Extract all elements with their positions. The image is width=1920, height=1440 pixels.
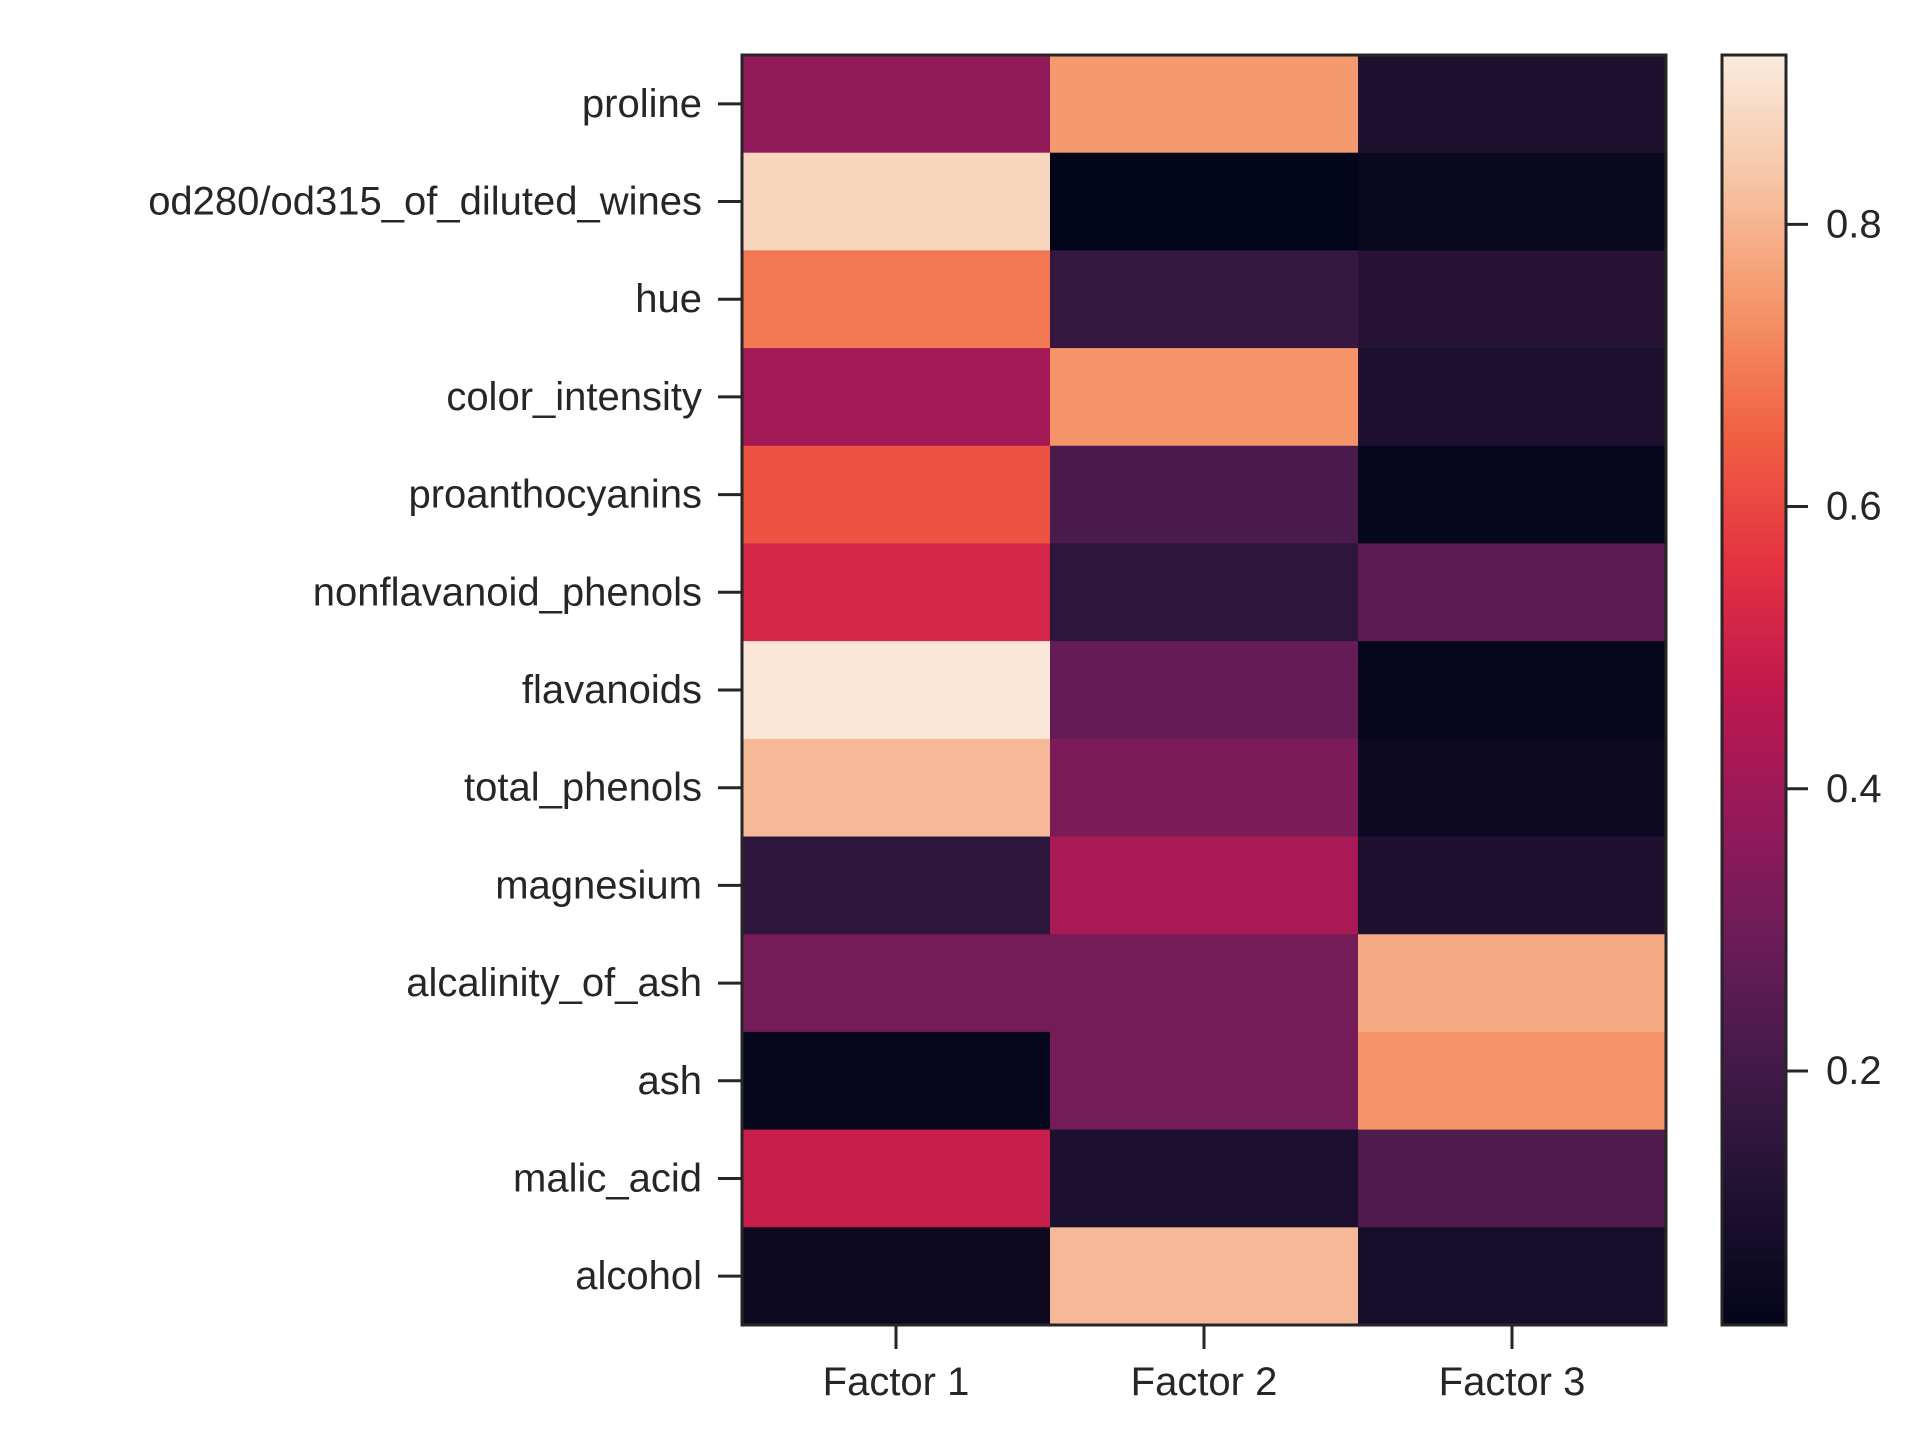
- x-tick-label: Factor 2: [1131, 1360, 1278, 1404]
- heatmap-cell: [1358, 1227, 1667, 1326]
- heatmap-cell: [1358, 250, 1667, 349]
- y-tick-label: nonflavanoid_phenols: [313, 570, 702, 614]
- y-tick-label: malic_acid: [513, 1156, 702, 1200]
- colorbar-tick-label: 0.4: [1826, 767, 1882, 811]
- heatmap-cells: [742, 55, 1667, 1326]
- heatmap-cell: [742, 445, 1051, 545]
- y-tick-label: alcalinity_of_ash: [406, 961, 702, 1005]
- x-tick-label: Factor 1: [823, 1360, 970, 1404]
- heatmap-cell: [742, 934, 1051, 1033]
- heatmap-cell: [742, 348, 1051, 447]
- y-tick-label: od280/od315_of_diluted_wines: [148, 180, 702, 224]
- heatmap-cell: [1050, 445, 1359, 545]
- heatmap-cell: [1050, 348, 1359, 447]
- heatmap-cell: [742, 55, 1051, 154]
- heatmap-cell: [742, 738, 1051, 838]
- y-tick-label: magnesium: [495, 863, 702, 907]
- heatmap-cell: [1050, 641, 1359, 740]
- heatmap-cell: [1050, 250, 1359, 349]
- heatmap-cell: [1050, 543, 1359, 642]
- heatmap-cell: [1050, 934, 1359, 1033]
- y-tick-label: hue: [635, 277, 702, 321]
- heatmap-cell: [742, 1129, 1051, 1228]
- colorbar-tick-label: 0.2: [1826, 1049, 1882, 1093]
- heatmap-cell: [1050, 1227, 1359, 1326]
- heatmap-cell: [1050, 1129, 1359, 1228]
- heatmap-cell: [742, 250, 1051, 349]
- heatmap-cell: [1050, 836, 1359, 935]
- heatmap-cell: [742, 543, 1051, 642]
- heatmap-cell: [742, 1227, 1051, 1326]
- heatmap-cell: [742, 641, 1051, 740]
- heatmap-cell: [742, 836, 1051, 935]
- heatmap-cell: [1358, 445, 1667, 545]
- heatmap-cell: [1358, 348, 1667, 447]
- heatmap-cell: [1358, 934, 1667, 1033]
- heatmap-cell: [1358, 152, 1667, 251]
- heatmap-cell: [1358, 55, 1667, 154]
- y-tick-label: proline: [582, 82, 702, 126]
- x-tick-label: Factor 3: [1439, 1360, 1586, 1404]
- heatmap-cell: [1358, 1129, 1667, 1228]
- heatmap-cell: [1358, 738, 1667, 838]
- heatmap-cell: [742, 1031, 1051, 1131]
- heatmap-cell: [1358, 543, 1667, 642]
- heatmap-cell: [1050, 1031, 1359, 1131]
- y-tick-label: flavanoids: [522, 668, 702, 712]
- y-tick-label: color_intensity: [446, 375, 702, 419]
- heatmap-cell: [1358, 836, 1667, 935]
- heatmap-cell: [1358, 1031, 1667, 1131]
- heatmap-cell: [742, 152, 1051, 251]
- y-tick-label: alcohol: [575, 1254, 702, 1298]
- colorbar-tick-label: 0.8: [1826, 202, 1882, 246]
- colorbar: [1722, 55, 1786, 1325]
- heatmap-cell: [1050, 738, 1359, 838]
- y-tick-label: total_phenols: [464, 766, 702, 810]
- heatmap-cell: [1050, 55, 1359, 154]
- colorbar-axis: 0.2 0.4 0.6 0.8: [1786, 202, 1882, 1093]
- x-axis: Factor 1 Factor 2 Factor 3: [823, 1325, 1586, 1404]
- y-tick-label: ash: [638, 1059, 703, 1103]
- heatmap-cell: [1358, 641, 1667, 740]
- y-tick-label: proanthocyanins: [408, 473, 702, 517]
- heatmap-cell: [1050, 152, 1359, 251]
- colorbar-tick-label: 0.6: [1826, 485, 1882, 529]
- colorbar-frame: [1720, 53, 1788, 1327]
